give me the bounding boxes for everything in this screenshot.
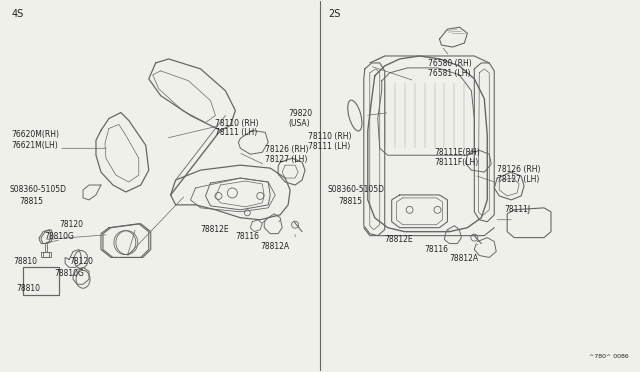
Text: 78812A: 78812A	[260, 241, 289, 251]
Text: 76621M(LH): 76621M(LH)	[12, 141, 58, 150]
Text: 78810G: 78810G	[54, 269, 84, 278]
Text: 78111J: 78111J	[504, 205, 531, 214]
Text: 78815: 78815	[338, 197, 362, 206]
Text: 79820: 79820	[288, 109, 312, 118]
Text: 78111 (LH): 78111 (LH)	[308, 142, 350, 151]
Text: 78116: 78116	[236, 232, 259, 241]
Text: 78812E: 78812E	[385, 235, 413, 244]
Text: 78111E(RH): 78111E(RH)	[435, 148, 480, 157]
Text: 78815: 78815	[19, 197, 44, 206]
Text: 78110 (RH): 78110 (RH)	[308, 132, 351, 141]
Text: 78126 (RH): 78126 (RH)	[265, 145, 308, 154]
Text: 78812A: 78812A	[449, 254, 479, 263]
Text: 78120: 78120	[59, 220, 83, 229]
Text: 76581 (LH): 76581 (LH)	[428, 69, 470, 78]
Text: 78111 (LH): 78111 (LH)	[216, 128, 258, 137]
Text: 78127 (LH): 78127 (LH)	[497, 175, 540, 184]
Text: 78120: 78120	[69, 257, 93, 266]
Text: 78111F(LH): 78111F(LH)	[435, 158, 479, 167]
Text: S08360-5105D: S08360-5105D	[328, 185, 385, 194]
Text: (USA): (USA)	[288, 119, 310, 128]
Text: 4S: 4S	[12, 9, 24, 19]
Text: 78810G: 78810G	[44, 232, 74, 241]
Text: S08360-5105D: S08360-5105D	[10, 185, 67, 194]
Text: ^780^ 0086: ^780^ 0086	[589, 354, 628, 359]
Text: 78110 (RH): 78110 (RH)	[216, 119, 259, 128]
Text: 78812E: 78812E	[200, 225, 229, 234]
Text: 2S: 2S	[328, 9, 340, 19]
Text: 78116: 78116	[424, 244, 449, 254]
Text: 76620M(RH): 76620M(RH)	[12, 131, 60, 140]
Text: 78126 (RH): 78126 (RH)	[497, 165, 541, 174]
Text: 78127 (LH): 78127 (LH)	[265, 155, 308, 164]
Text: 78810: 78810	[17, 284, 40, 293]
Text: 78810: 78810	[13, 257, 37, 266]
Text: 76580 (RH): 76580 (RH)	[428, 59, 471, 68]
